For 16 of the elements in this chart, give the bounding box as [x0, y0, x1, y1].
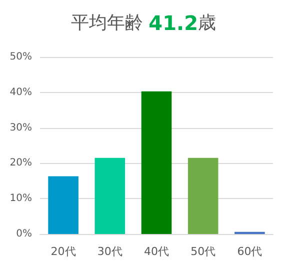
chart-title: 平均年齢 41.2歳	[70, 11, 216, 35]
y-tick-label: 50%	[10, 52, 32, 62]
bar	[188, 158, 218, 234]
x-tick-label: 50代	[190, 245, 216, 258]
y-tick-label: 0%	[16, 228, 32, 240]
y-tick-label: 10%	[10, 193, 32, 204]
bar	[48, 176, 78, 234]
bar	[94, 158, 126, 234]
y-tick-label: 30%	[10, 122, 32, 134]
x-tick-label: 20代	[50, 245, 76, 258]
x-tick-label: 40代	[144, 245, 169, 258]
x-tick-label: 30代	[97, 245, 122, 258]
bar	[141, 91, 172, 234]
x-tick-label: 60代	[237, 245, 262, 258]
y-tick-label: 20%	[10, 158, 32, 169]
y-tick-label: 40%	[10, 86, 32, 98]
